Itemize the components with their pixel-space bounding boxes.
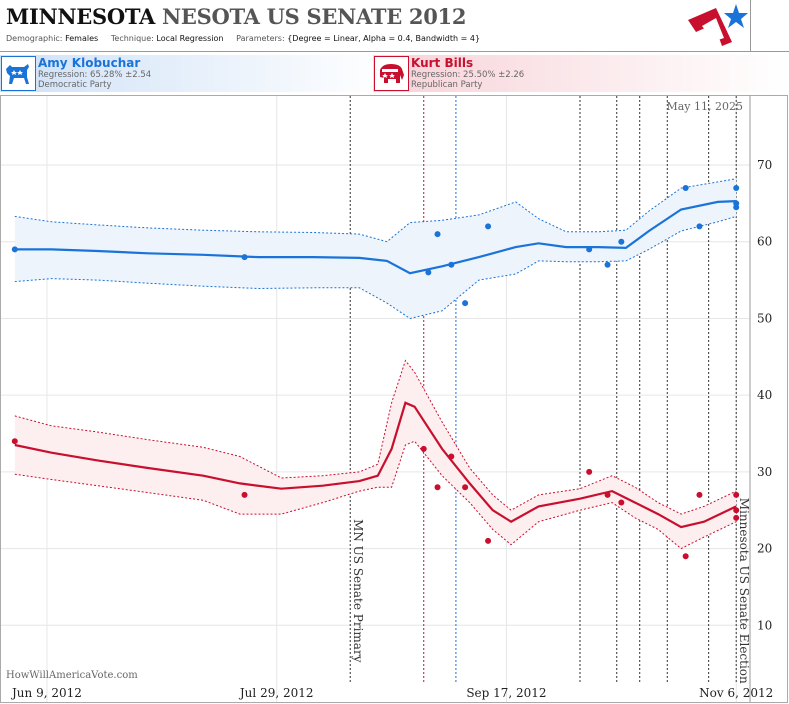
confidence-band — [14, 360, 737, 549]
page-title: MINNESOTA NESOTA US SENATE 2012 — [6, 4, 466, 29]
y-tick-label: 30 — [757, 465, 772, 479]
regression-line — [14, 401, 737, 529]
lower-bound-line — [14, 440, 737, 550]
parameters-line: Demographic: Females Technique: Local Re… — [6, 34, 480, 43]
technique-label: Technique: — [110, 34, 154, 43]
title-state: MINNESOTA — [6, 4, 155, 29]
star-flag-logo-icon — [688, 4, 748, 46]
regression-line — [14, 200, 737, 275]
upper-bound-line — [14, 359, 737, 515]
poll-point — [733, 185, 740, 192]
x-tick-label: Nov 6, 2012 — [699, 686, 773, 700]
watermark: HowWillAmericaVote.com — [6, 670, 138, 681]
title-race: NESOTA US SENATE 2012 — [162, 4, 467, 29]
poll-point — [241, 254, 248, 261]
poll-point — [485, 223, 492, 230]
event-label: MN US Senate Primary — [351, 519, 365, 663]
donkey-icon — [1, 56, 36, 91]
y-tick-label: 40 — [757, 388, 772, 402]
poll-point — [733, 514, 740, 521]
candidate-regression: Regression: 25.50% ±2.26 — [411, 70, 525, 80]
header-rule — [0, 51, 789, 52]
poll-point — [448, 453, 455, 460]
date-stamp: May 11, 2025 — [666, 100, 743, 113]
poll-point — [696, 223, 703, 230]
poll-point — [618, 499, 625, 506]
candidate-name: Kurt Bills — [411, 56, 474, 70]
x-tick-label: Sep 17, 2012 — [466, 686, 546, 700]
poll-point — [485, 537, 492, 544]
poll-point — [733, 204, 740, 211]
y-tick-label: 20 — [757, 542, 772, 556]
poll-point — [11, 246, 18, 253]
poll-point — [682, 185, 689, 192]
demographic-value: Females — [65, 34, 99, 43]
poll-point — [586, 468, 593, 475]
poll-point — [420, 445, 427, 452]
candidate-name: Amy Klobuchar — [38, 56, 141, 70]
poll-point — [241, 491, 248, 498]
plot-frame — [0, 95, 788, 703]
technique-value: Local Regression — [156, 34, 224, 43]
lower-bound-line — [14, 215, 737, 320]
y-tick-label: 70 — [757, 158, 772, 172]
poll-point — [618, 238, 625, 245]
demographic-label: Demographic: — [6, 34, 63, 43]
candidate-regression: Regression: 65.28% ±2.54 — [38, 70, 152, 80]
poll-point — [696, 491, 703, 498]
parameters-value: {Degree = Linear, Alpha = 0.4, Bandwidth… — [287, 34, 481, 43]
x-tick-label: Jun 9, 2012 — [10, 686, 82, 700]
parameters-label: Parameters: — [236, 34, 285, 43]
header-divider — [750, 0, 751, 52]
poll-point — [682, 553, 689, 560]
x-tick-label: Jul 29, 2012 — [238, 686, 314, 700]
poll-point — [434, 231, 441, 238]
y-tick-label: 60 — [757, 235, 772, 249]
y-tick-label: 50 — [757, 311, 772, 325]
upper-bound-line — [14, 178, 737, 243]
poll-point — [604, 261, 611, 268]
poll-point — [434, 484, 441, 491]
candidate-dem: Amy Klobuchar Regression: 65.28% ±2.54 D… — [0, 55, 390, 92]
y-tick-label: 10 — [757, 618, 772, 632]
poll-point — [448, 261, 455, 268]
poll-point — [733, 491, 740, 498]
poll-point — [733, 507, 740, 514]
elephant-icon — [374, 56, 409, 91]
poll-point — [586, 246, 593, 253]
candidate-party: Republican Party — [411, 80, 483, 90]
poll-point — [425, 269, 432, 276]
poll-point — [462, 300, 469, 307]
poll-point — [604, 491, 611, 498]
poll-point — [462, 484, 469, 491]
event-label: Minnesota US Senate Election — [737, 498, 751, 684]
candidate-rep: Kurt Bills Regression: 25.50% ±2.26 Repu… — [373, 55, 789, 92]
poll-point — [11, 438, 18, 445]
confidence-band — [14, 178, 737, 319]
candidate-party: Democratic Party — [38, 80, 112, 90]
